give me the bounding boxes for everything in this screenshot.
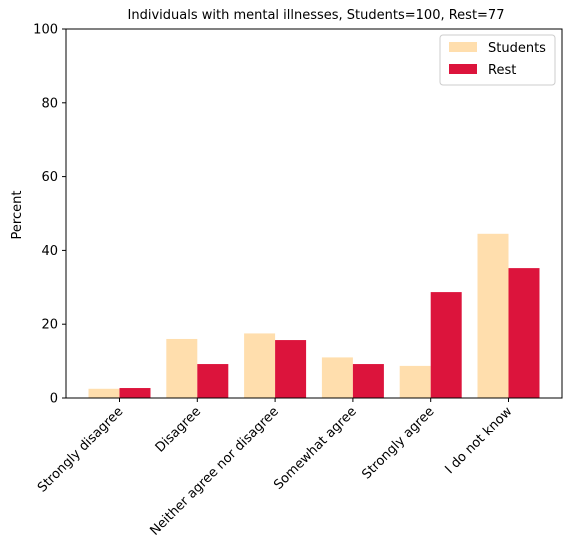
x-tick-label-i-do-not-know: I do not know (442, 404, 515, 477)
bar-rest-neither-agree-nor-disagree (275, 340, 307, 398)
y-tick-label: 60 (41, 170, 58, 185)
bar-students-strongly-agree (399, 365, 431, 398)
bars-group (88, 233, 540, 398)
bar-students-i-do-not-know (477, 233, 509, 398)
legend-swatch-students (449, 42, 477, 52)
x-tick-label-neither-agree-nor-disagree: Neither agree nor disagree (147, 404, 281, 538)
bar-rest-somewhat-agree (352, 364, 384, 398)
x-tick-label-somewhat-agree: Somewhat agree (271, 404, 360, 493)
legend-label-rest: Rest (488, 63, 516, 78)
bar-students-neither-agree-nor-disagree (244, 333, 276, 398)
bar-students-disagree (166, 338, 198, 398)
bar-students-strongly-disagree (88, 388, 120, 398)
y-tick-label: 40 (41, 244, 58, 259)
y-axis-label: Percent (10, 191, 25, 240)
y-tick-label: 100 (33, 23, 58, 38)
x-tick-label-strongly-agree: Strongly agree (359, 404, 437, 482)
x-tick-label-disagree: Disagree (153, 404, 204, 455)
y-tick-label: 80 (41, 96, 58, 111)
chart-title: Individuals with mental illnesses, Stude… (128, 8, 505, 23)
plot-frame (65, 28, 563, 399)
y-axis-ticks: 0 20 40 60 80 100 (33, 23, 66, 407)
bar-rest-i-do-not-know (508, 268, 540, 398)
bar-rest-disagree (197, 364, 229, 398)
y-tick-label: 0 (50, 392, 58, 407)
legend: Students Rest (439, 34, 556, 86)
bar-students-somewhat-agree (321, 357, 353, 398)
legend-swatch-rest (449, 64, 477, 74)
bar-rest-strongly-agree (430, 292, 462, 398)
legend-label-students: Students (488, 41, 546, 56)
y-tick-label: 20 (41, 318, 58, 333)
x-tick-label-strongly-disagree: Strongly disagree (35, 404, 126, 495)
bar-rest-strongly-disagree (119, 388, 151, 398)
